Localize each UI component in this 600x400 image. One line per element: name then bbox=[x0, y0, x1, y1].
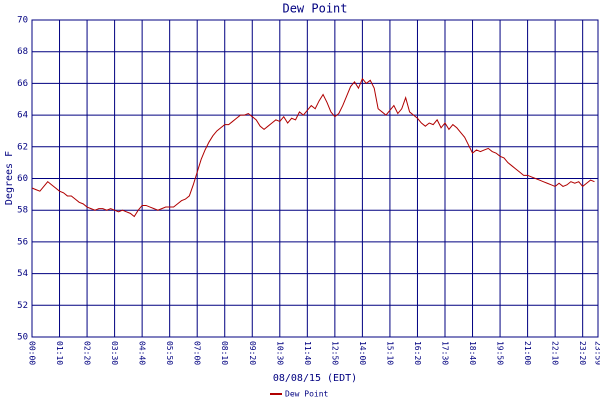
x-tick-label: 14:00 bbox=[358, 341, 367, 365]
x-tick-label: 17:30 bbox=[440, 341, 449, 365]
x-tick-label: 05:50 bbox=[165, 341, 174, 365]
y-tick-label: 60 bbox=[17, 174, 28, 184]
x-tick-label: 09:20 bbox=[248, 341, 257, 365]
y-tick-label: 66 bbox=[17, 79, 28, 89]
y-tick-label: 70 bbox=[17, 16, 28, 26]
x-tick-label: 02:20 bbox=[83, 341, 92, 365]
chart-title: Dew Point bbox=[282, 2, 347, 16]
x-axis-label: 08/08/15 (EDT) bbox=[273, 373, 357, 384]
y-tick-label: 62 bbox=[17, 142, 28, 152]
x-tick-label: 18:40 bbox=[468, 341, 477, 365]
x-tick-label: 08:10 bbox=[220, 341, 229, 365]
x-tick-label: 16:20 bbox=[413, 341, 422, 365]
x-tick-label: 00:00 bbox=[28, 341, 37, 365]
x-tick-label: 15:10 bbox=[385, 341, 394, 365]
legend-label: Dew Point bbox=[285, 390, 329, 399]
x-tick-label: 10:30 bbox=[275, 341, 284, 365]
y-tick-label: 58 bbox=[17, 206, 28, 216]
y-tick-label: 54 bbox=[17, 269, 28, 279]
y-axis-label: Degrees F bbox=[4, 151, 15, 205]
x-tick-label: 03:30 bbox=[110, 341, 119, 365]
y-tick-label: 64 bbox=[17, 111, 28, 121]
x-tick-label: 21:00 bbox=[523, 341, 532, 365]
x-tick-label: 12:50 bbox=[330, 341, 339, 365]
x-tick-label: 23:59 bbox=[594, 341, 600, 365]
data-line bbox=[31, 77, 595, 218]
y-tick-label: 52 bbox=[17, 301, 28, 311]
y-tick-label: 56 bbox=[17, 237, 28, 247]
x-tick-label: 04:40 bbox=[138, 341, 147, 365]
x-tick-label: 01:10 bbox=[55, 341, 64, 365]
x-tick-label: 07:00 bbox=[193, 341, 202, 365]
x-tick-label: 19:50 bbox=[496, 341, 505, 365]
y-tick-label: 50 bbox=[17, 333, 28, 343]
y-tick-label: 68 bbox=[17, 47, 28, 57]
x-tick-label: 11:40 bbox=[303, 341, 312, 365]
x-tick-label: 23:20 bbox=[578, 341, 587, 365]
x-tick-label: 22:10 bbox=[551, 341, 560, 365]
